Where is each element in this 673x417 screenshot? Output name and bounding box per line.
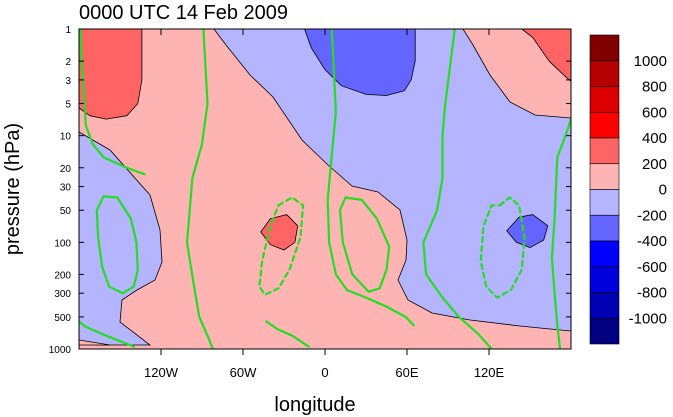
y-tick-label: 300 (54, 289, 71, 300)
colorbar-swatch (589, 111, 620, 139)
green-contour-dashed (258, 196, 305, 296)
colorbar-swatch (589, 60, 620, 87)
y-tick-label: 2 (65, 57, 71, 68)
green-contour-solid (79, 29, 146, 176)
green-contour-solid (185, 29, 214, 349)
red-cap-west (79, 29, 143, 120)
x-tick-label: 60W (230, 365, 257, 380)
colorbar-label: -600 (637, 259, 667, 276)
colorbar-swatch (589, 34, 620, 62)
pink-band-region (79, 29, 571, 349)
colorbar-swatch (589, 317, 620, 345)
green-contours (79, 29, 571, 349)
y-axis: 1 2 3 5 10 20 30 50 100 200 300 500 1000 pressure (h… (2, 25, 571, 356)
red-cap-east (521, 29, 571, 82)
x-tick-label: 120W (144, 365, 179, 380)
colorbar-label: 400 (642, 130, 667, 147)
green-contour-solid (326, 29, 415, 327)
y-tick-label: 500 (54, 313, 71, 324)
x-axis: 120W 60W 0 60E 120E longitude (144, 29, 505, 416)
green-contour-dashed (479, 196, 526, 299)
x-tick-label: 60E (395, 365, 418, 380)
colorbar-label: 200 (642, 156, 667, 173)
x-tick-label: 0 (321, 365, 328, 380)
y-tick-label: 5 (65, 100, 71, 111)
x-tick-label: 120E (474, 365, 505, 380)
colorbar-label: -1000 (629, 310, 667, 327)
y-tick-label: 100 (54, 238, 71, 249)
x-axis-label: longitude (274, 394, 355, 416)
y-tick-label: 20 (60, 164, 72, 175)
pink-sliver-bottom (79, 339, 111, 346)
y-tick-label: 30 (60, 183, 72, 194)
y-tick-label: 1 (65, 25, 71, 36)
colorbar-swatch (589, 214, 620, 242)
green-contour-solid (79, 320, 135, 348)
colorbar-label: 600 (642, 104, 667, 121)
green-contour-solid (265, 320, 310, 348)
green-contour-solid (422, 29, 493, 349)
colorbar-label: 0 (659, 182, 667, 199)
green-contour-solid (338, 196, 391, 293)
colorbar-swatch (589, 292, 620, 319)
green-contour-solid (550, 117, 571, 349)
colorbar-swatch (589, 163, 620, 190)
colorbar-swatch (589, 137, 620, 165)
colorbar-swatch (589, 86, 620, 113)
colorbar-swatch (589, 240, 620, 268)
colorbar-swatch (589, 266, 620, 293)
colorbar-label: 800 (642, 79, 667, 96)
colorbar-label: 1000 (634, 53, 667, 70)
y-tick-label: 200 (54, 270, 71, 281)
colorbar-label: -400 (637, 233, 667, 250)
colorbar-label: -800 (637, 285, 667, 302)
colorbar: 1000 800 600 400 200 0 -200 -400 -600 -800 -1000 (589, 34, 667, 345)
plot-area (79, 29, 571, 349)
y-axis-label: pressure (hPa) (2, 123, 24, 255)
y-tick-label: 50 (60, 206, 72, 217)
colorbar-swatch (589, 189, 620, 216)
y-tick-label: 10 (60, 132, 72, 143)
chart-title: 0000 UTC 14 Feb 2009 (79, 2, 288, 24)
green-contour-solid (95, 195, 139, 295)
y-tick-label: 3 (65, 76, 71, 87)
colorbar-label: -200 (637, 207, 667, 224)
y-tick-label: 1000 (49, 345, 72, 356)
